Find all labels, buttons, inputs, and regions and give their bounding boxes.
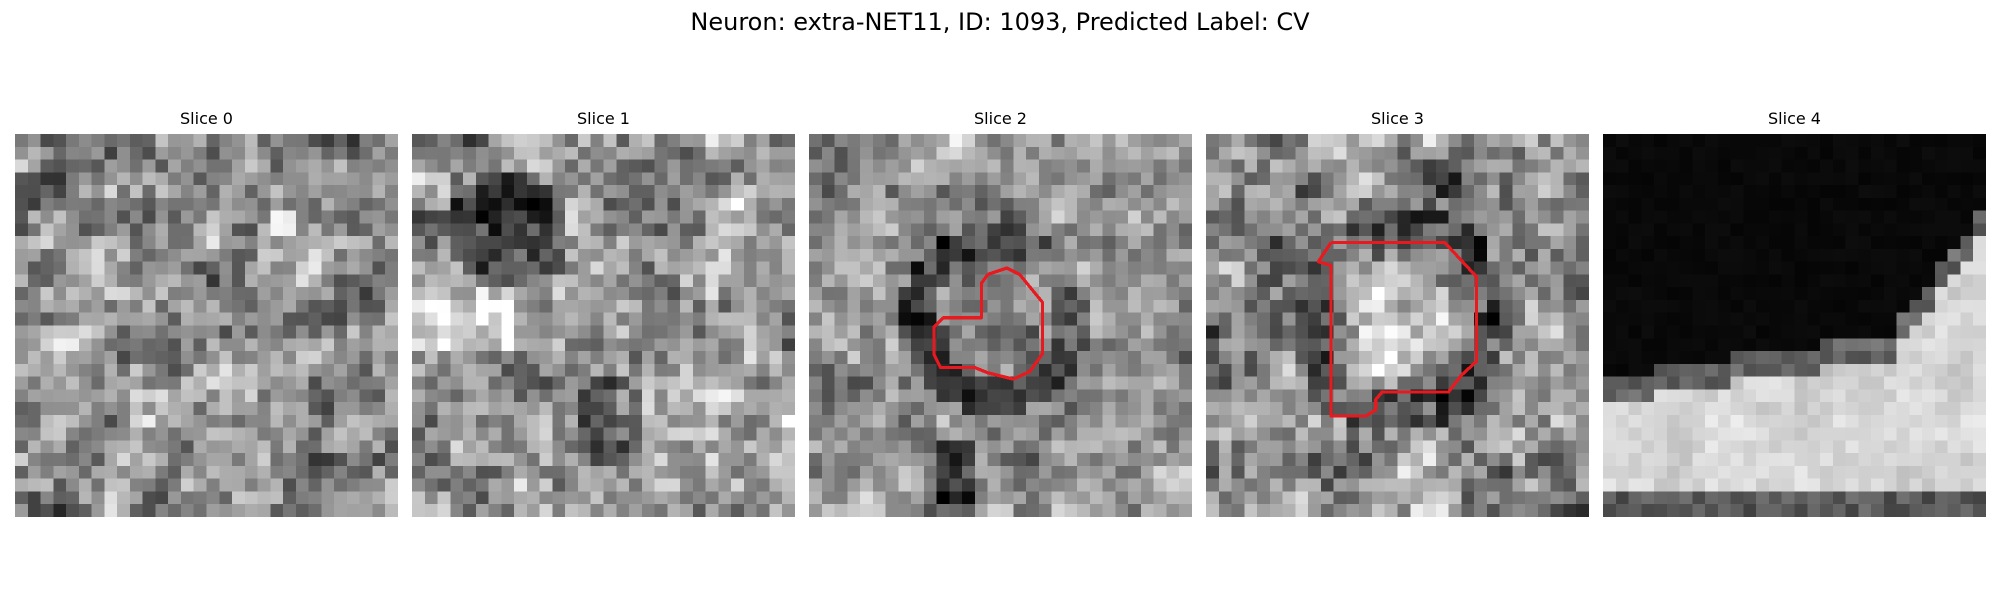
segmentation-contour [932,266,1045,381]
slice-image [412,134,795,517]
figure-title: Neuron: extra-NET11, ID: 1093, Predicted… [690,8,1310,36]
slice-title: Slice 2 [974,109,1027,128]
slice-title: Slice 3 [1371,109,1424,128]
slice-image [809,134,1192,517]
slice-title: Slice 4 [1768,109,1821,128]
slice-panel-4: Slice 4 [1603,108,1986,517]
slice-panel-1: Slice 1 [412,108,795,517]
slice-image [1206,134,1589,517]
slice-title: Slice 0 [180,109,233,128]
slice-title: Slice 1 [577,109,630,128]
segmentation-contour [1316,240,1479,418]
slice-panel-2: Slice 2 [809,108,1192,517]
slice-panel-0: Slice 0 [15,108,398,517]
slice-image [15,134,398,517]
slice-image [1603,134,1986,517]
slice-panel-3: Slice 3 [1206,108,1589,517]
